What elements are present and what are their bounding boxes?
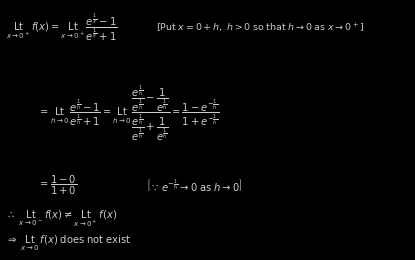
Text: $\therefore\; \underset{x \to 0^-}{\mathrm{Lt}}\, f(x) \neq \underset{x \to 0^+}: $\therefore\; \underset{x \to 0^-}{\math… [6, 209, 117, 229]
Text: $= \underset{h \to 0}{\mathrm{Lt}}\, \dfrac{e^{\frac{1}{h}}-1}{e^{\frac{1}{h}}+1: $= \underset{h \to 0}{\mathrm{Lt}}\, \df… [38, 84, 219, 143]
Text: $\Rightarrow\; \underset{x \to 0}{\mathrm{Lt}}\, f(x) \;\mathrm{does\; not\; exi: $\Rightarrow\; \underset{x \to 0}{\mathr… [6, 233, 131, 253]
Text: $[\mathrm{Put}\; x = 0+h,\; h>0 \;\mathrm{so\; that}\; h \to 0 \;\mathrm{as}\; x: $[\mathrm{Put}\; x = 0+h,\; h>0 \;\mathr… [156, 22, 364, 35]
Text: $= \dfrac{1-0}{1+0}$: $= \dfrac{1-0}{1+0}$ [38, 174, 77, 197]
Text: $\left[\because\, e^{-\frac{1}{h}} \to 0 \;\mathrm{as}\; h \to 0\right]$: $\left[\because\, e^{-\frac{1}{h}} \to 0… [146, 177, 242, 193]
Text: $\underset{x \to 0^+}{\mathrm{Lt}}\, f(x) = \underset{x \to 0^+}{\mathrm{Lt}}\, : $\underset{x \to 0^+}{\mathrm{Lt}}\, f(x… [6, 13, 118, 43]
